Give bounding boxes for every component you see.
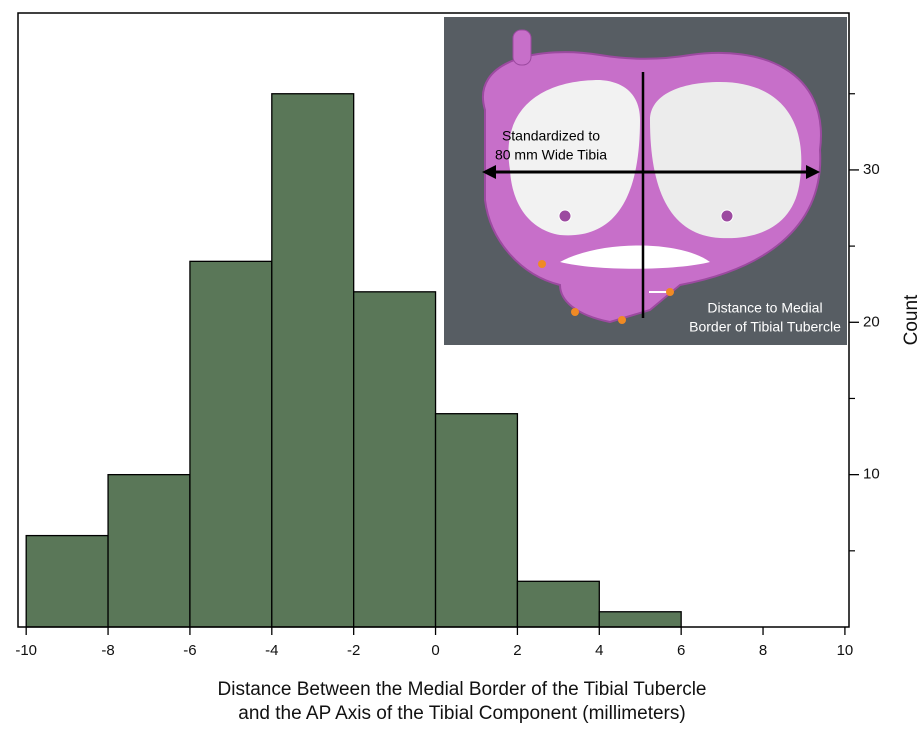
inset-image: Standardized to 80 mm Wide Tibia Distanc… xyxy=(444,17,847,345)
bar xyxy=(434,413,519,628)
x-tick-label: -4 xyxy=(265,642,278,659)
bar xyxy=(107,473,191,628)
x-tick-label: 4 xyxy=(595,642,603,659)
bar xyxy=(353,291,437,628)
plot-frame xyxy=(17,12,850,628)
x-axis-label: and the AP Axis of the Tibial Component … xyxy=(238,703,685,724)
peg-hole xyxy=(558,209,572,223)
bar xyxy=(25,534,109,628)
y-axis-label: Count xyxy=(901,294,922,345)
x-tick-label: -10 xyxy=(15,642,37,659)
x-tick-label: -2 xyxy=(347,642,360,659)
x-tick-label: -8 xyxy=(101,642,114,659)
x-tick-label: 8 xyxy=(759,642,767,659)
bar xyxy=(516,580,600,628)
x-tick-label: 2 xyxy=(513,642,521,659)
x-axis-label: Distance Between the Medial Border of th… xyxy=(218,679,707,700)
y-tick-label: 30 xyxy=(863,161,880,178)
peg-hole xyxy=(720,209,734,223)
bar xyxy=(189,260,273,628)
bar xyxy=(598,611,682,628)
annotation: 80 mm Wide Tibia xyxy=(495,147,607,163)
x-tick-label: 0 xyxy=(431,642,439,659)
landmark xyxy=(571,308,579,316)
x-tick-label: -6 xyxy=(183,642,196,659)
x-tick-label: 10 xyxy=(837,642,854,659)
landmark xyxy=(618,316,626,324)
annotation: Border of Tibial Tubercle xyxy=(689,319,841,335)
landmark xyxy=(666,288,674,296)
annotation: Standardized to xyxy=(502,128,600,144)
arrow-head xyxy=(806,165,820,179)
y-tick-label: 20 xyxy=(863,313,880,330)
y-tick-label: 10 xyxy=(863,466,880,483)
plateau-front xyxy=(560,245,710,269)
medial-plateau xyxy=(508,80,640,236)
landmark xyxy=(538,260,546,268)
lateral-plateau xyxy=(650,82,802,239)
x-tick-label: 6 xyxy=(677,642,685,659)
arrow-head xyxy=(482,165,496,179)
annotation: Distance to Medial xyxy=(707,300,822,316)
post xyxy=(512,29,532,66)
bar xyxy=(271,93,355,628)
